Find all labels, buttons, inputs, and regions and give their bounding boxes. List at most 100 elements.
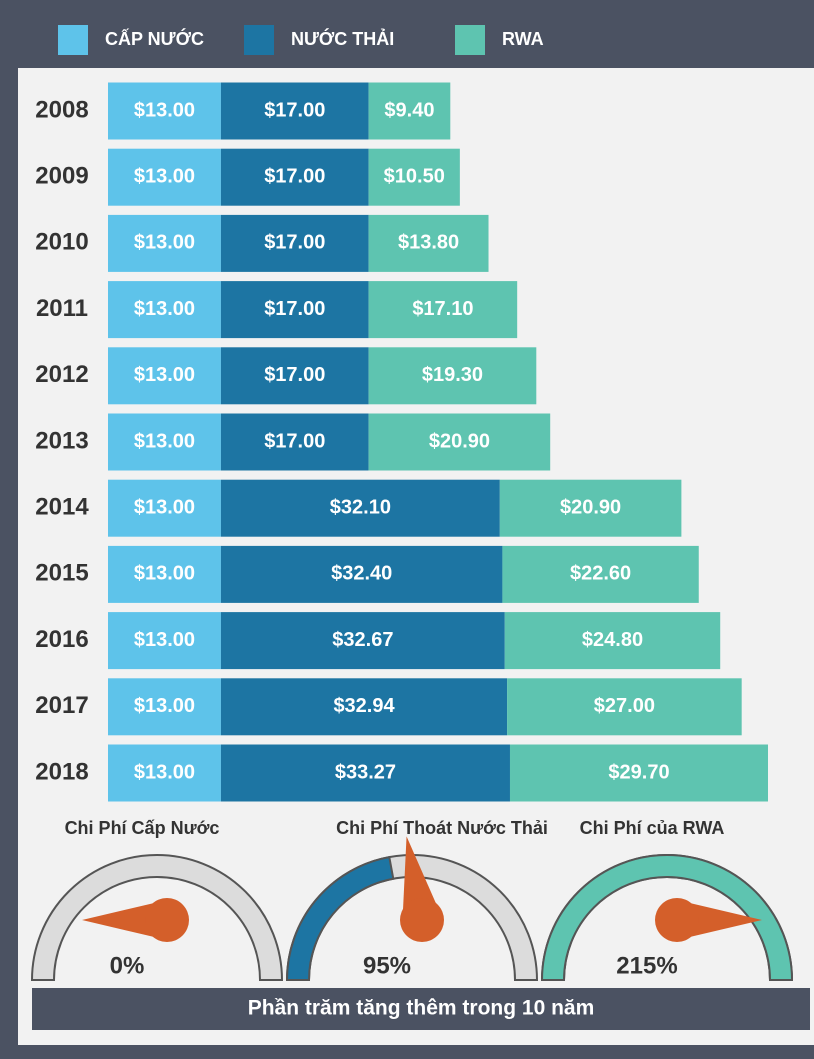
bar-segment bbox=[220, 678, 508, 736]
bar-segment bbox=[108, 347, 221, 405]
gauge-value: 95% bbox=[363, 952, 411, 979]
bar-segment bbox=[220, 281, 369, 339]
gauge-needle bbox=[82, 900, 167, 940]
year-label: 2011 bbox=[36, 295, 88, 322]
bar-segment bbox=[368, 148, 460, 206]
legend-label: RWA bbox=[502, 29, 544, 49]
bar-segment bbox=[220, 214, 369, 272]
bar-segment bbox=[507, 678, 742, 736]
value-label: $29.70 bbox=[608, 761, 669, 783]
year-label: 2015 bbox=[35, 560, 88, 587]
value-label: $22.60 bbox=[570, 563, 631, 585]
gauge-needle-hub bbox=[655, 898, 699, 942]
bar-segment bbox=[368, 347, 537, 405]
bar-segment bbox=[108, 678, 221, 736]
bar-segment bbox=[502, 545, 699, 603]
year-label: 2010 bbox=[35, 229, 88, 256]
value-label: $13.00 bbox=[134, 563, 195, 585]
gauge-fill bbox=[540, 854, 794, 981]
year-label: 2014 bbox=[35, 494, 89, 521]
value-label: $17.10 bbox=[412, 298, 473, 320]
caption-bar bbox=[32, 988, 810, 1030]
bar-segment bbox=[108, 612, 221, 670]
value-label: $13.00 bbox=[134, 430, 195, 452]
bar-segment bbox=[368, 281, 518, 339]
value-label: $17.00 bbox=[264, 232, 325, 254]
value-label: $13.00 bbox=[134, 232, 195, 254]
bar-segment bbox=[220, 545, 503, 603]
value-label: $32.10 bbox=[330, 496, 391, 518]
bar-segment bbox=[108, 479, 221, 537]
value-label: $24.80 bbox=[582, 629, 643, 651]
bar-segment bbox=[108, 413, 221, 471]
caption: Phần trăm tăng thêm trong 10 năm bbox=[248, 997, 595, 1020]
year-label: 2013 bbox=[35, 427, 88, 454]
legend-swatch bbox=[58, 25, 88, 55]
gauge-title: Chi Phí của RWA bbox=[580, 818, 725, 838]
bar-segment bbox=[504, 612, 721, 670]
bar-segment bbox=[108, 214, 221, 272]
bar-segment bbox=[108, 148, 221, 206]
value-label: $10.50 bbox=[384, 165, 445, 187]
bar-segment bbox=[220, 148, 369, 206]
year-label: 2018 bbox=[35, 758, 88, 785]
value-label: $13.00 bbox=[134, 298, 195, 320]
legend-swatch bbox=[244, 25, 274, 55]
bar-segment bbox=[220, 744, 510, 802]
gauge-needle bbox=[677, 900, 762, 940]
value-label: $17.00 bbox=[264, 298, 325, 320]
legend-label: CẤP NƯỚC bbox=[105, 28, 204, 49]
year-label: 2008 bbox=[35, 96, 88, 123]
value-label: $17.00 bbox=[264, 99, 325, 121]
legend-swatch bbox=[455, 25, 485, 55]
gauge-needle-hub bbox=[145, 898, 189, 942]
gauge-title: Chi Phí Thoát Nước Thải bbox=[336, 818, 548, 838]
year-label: 2016 bbox=[35, 626, 88, 653]
gauge-track bbox=[30, 854, 284, 981]
bar-segment bbox=[368, 413, 551, 471]
value-label: $33.27 bbox=[335, 761, 396, 783]
value-label: $13.00 bbox=[134, 364, 195, 386]
value-label: $9.40 bbox=[384, 99, 434, 121]
bar-segment bbox=[220, 479, 500, 537]
value-label: $17.00 bbox=[264, 165, 325, 187]
value-label: $32.94 bbox=[333, 695, 395, 717]
value-label: $13.00 bbox=[134, 629, 195, 651]
bar-segment bbox=[220, 347, 369, 405]
value-label: $32.40 bbox=[331, 563, 392, 585]
value-label: $13.00 bbox=[134, 496, 195, 518]
bar-segment bbox=[220, 82, 369, 140]
value-label: $13.80 bbox=[398, 232, 459, 254]
bar-segment bbox=[499, 479, 682, 537]
bar-segment bbox=[220, 413, 369, 471]
gauge-fill bbox=[285, 855, 395, 981]
year-label: 2009 bbox=[35, 163, 88, 190]
bar-segment bbox=[108, 545, 221, 603]
legend-label: NƯỚC THẢI bbox=[291, 28, 394, 49]
value-label: $27.00 bbox=[594, 695, 655, 717]
value-label: $32.67 bbox=[332, 629, 393, 651]
bar-segment bbox=[220, 612, 505, 670]
year-label: 2017 bbox=[35, 692, 88, 719]
gauge-value: 215% bbox=[616, 952, 677, 979]
bar-segment bbox=[368, 82, 451, 140]
value-label: $19.30 bbox=[422, 364, 483, 386]
value-label: $17.00 bbox=[264, 364, 325, 386]
gauge-needle-hub bbox=[400, 898, 444, 942]
bar-segment bbox=[108, 82, 221, 140]
value-label: $20.90 bbox=[429, 430, 490, 452]
bar-segment bbox=[108, 744, 221, 802]
bar-segment bbox=[368, 214, 489, 272]
gauge-value: 0% bbox=[110, 952, 145, 979]
value-label: $13.00 bbox=[134, 761, 195, 783]
value-label: $17.00 bbox=[264, 430, 325, 452]
gauge-title: Chi Phí Cấp Nước bbox=[65, 818, 220, 838]
bar-segment bbox=[509, 744, 768, 802]
value-label: $20.90 bbox=[560, 496, 621, 518]
year-label: 2012 bbox=[35, 361, 88, 388]
value-label: $13.00 bbox=[134, 165, 195, 187]
value-label: $13.00 bbox=[134, 99, 195, 121]
bar-segment bbox=[108, 281, 221, 339]
value-label: $13.00 bbox=[134, 695, 195, 717]
